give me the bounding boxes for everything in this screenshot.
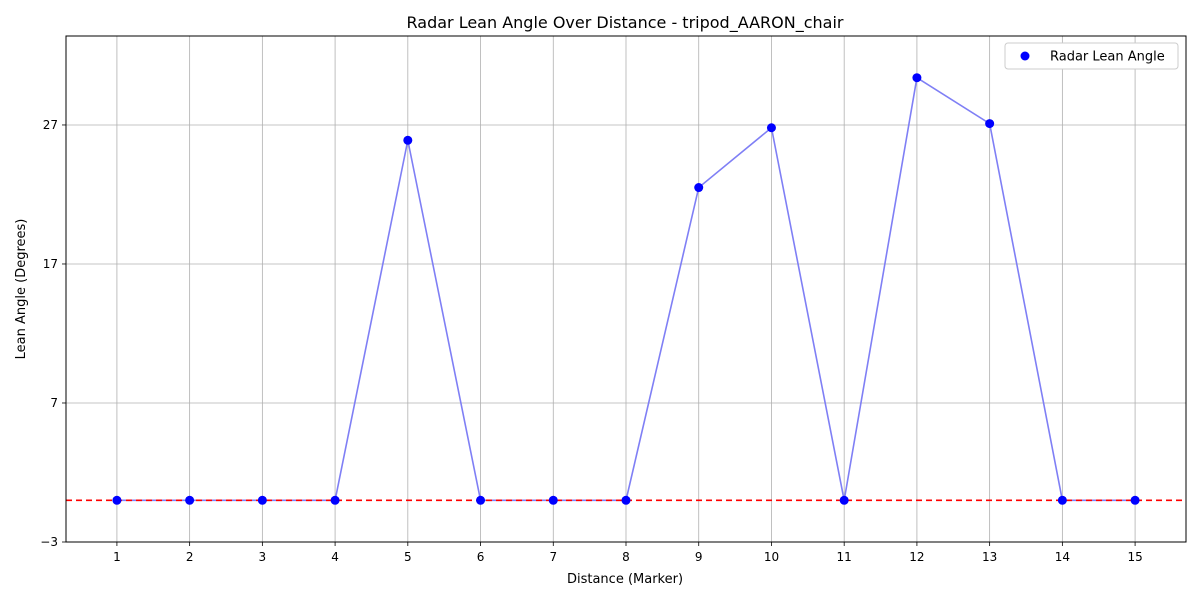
x-tick-label: 1 (113, 550, 121, 564)
data-point (257, 495, 267, 505)
data-point (476, 495, 486, 505)
x-axis-ticks: 1 2 3 4 5 6 7 8 9 10 11 12 13 14 15 (113, 542, 1143, 564)
series-points-group (112, 73, 1140, 505)
legend-label: Radar Lean Angle (1050, 50, 1165, 65)
data-point (621, 495, 631, 505)
x-tick-label: 12 (909, 550, 924, 564)
x-tick-label: 11 (837, 550, 852, 564)
x-tick-label: 2 (186, 550, 194, 564)
x-axis-label: Distance (Marker) (567, 572, 683, 587)
data-point (912, 73, 922, 83)
x-tick-label: 6 (477, 550, 485, 564)
data-point (1130, 495, 1140, 505)
legend: Radar Lean Angle (1004, 42, 1179, 70)
x-tick-label: 10 (764, 550, 779, 564)
x-tick-label: 13 (982, 550, 997, 564)
data-point (985, 119, 995, 129)
x-tick-label: 3 (259, 550, 267, 564)
data-point (185, 495, 195, 505)
data-point (694, 183, 704, 193)
x-tick-label: 8 (622, 550, 630, 564)
y-tick-label: 17 (43, 257, 58, 271)
x-tick-label: 5 (404, 550, 412, 564)
data-point (766, 123, 776, 133)
legend-box (1004, 42, 1179, 70)
x-tick-label: 14 (1055, 550, 1070, 564)
x-tick-label: 15 (1127, 550, 1142, 564)
data-point (112, 495, 122, 505)
chart-title: Radar Lean Angle Over Distance - tripod_… (407, 13, 844, 33)
x-tick-label: 7 (549, 550, 557, 564)
x-tick-label: 9 (695, 550, 703, 564)
y-tick-label: −3 (40, 535, 58, 549)
y-axis-ticks: −3 7 17 27 (40, 118, 66, 549)
y-tick-label: 27 (43, 118, 58, 132)
y-axis-label: Lean Angle (Degrees) (14, 219, 29, 360)
data-point (548, 495, 558, 505)
x-gridlines (116, 36, 1136, 542)
data-point (1057, 495, 1067, 505)
y-tick-label: 7 (50, 396, 58, 410)
legend-marker (1020, 51, 1030, 61)
x-tick-label: 4 (331, 550, 339, 564)
data-point (330, 495, 340, 505)
data-point (839, 495, 849, 505)
data-point (403, 135, 413, 145)
